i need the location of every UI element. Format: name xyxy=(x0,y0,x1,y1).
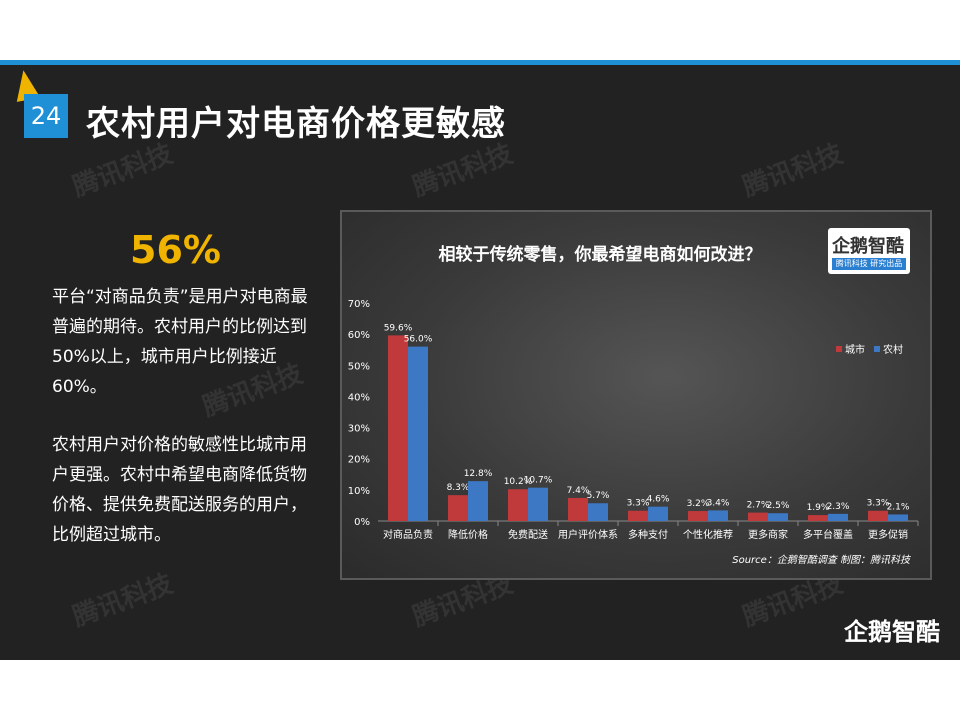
page-number: 24 xyxy=(24,94,68,138)
data-label: 12.8% xyxy=(464,469,493,479)
x-tick-label: 对商品负责 xyxy=(383,528,433,541)
logo-main-text: 企鹅智酷 xyxy=(832,236,904,257)
y-tick-label: 40% xyxy=(348,392,370,403)
bar-city xyxy=(748,512,768,521)
y-tick-label: 20% xyxy=(348,455,370,466)
bar-city xyxy=(388,335,408,521)
y-tick-label: 0% xyxy=(354,517,370,528)
bar-rural xyxy=(408,346,428,521)
bar-rural xyxy=(528,487,548,521)
data-label: 10.7% xyxy=(524,476,553,486)
bar-city xyxy=(568,497,588,521)
data-label: 3.4% xyxy=(707,498,730,508)
x-tick-label: 免费配送 xyxy=(508,528,548,541)
survey-logo: 企鹅智酷 腾讯科技 研究出品 xyxy=(828,228,910,274)
data-label: 5.7% xyxy=(587,491,610,501)
data-label: 2.7% xyxy=(747,501,770,511)
bar-city xyxy=(868,510,888,521)
y-tick-label: 10% xyxy=(348,486,370,497)
bar-rural xyxy=(828,513,848,521)
data-label: 3.3% xyxy=(627,499,650,509)
data-label: 59.6% xyxy=(384,323,413,333)
x-tick-label: 更多商家 xyxy=(748,528,788,541)
data-label: 7.4% xyxy=(567,486,590,496)
x-tick-label: 多种支付 xyxy=(628,528,668,541)
y-tick-label: 60% xyxy=(348,330,370,341)
data-label: 3.3% xyxy=(867,499,890,509)
data-label: 1.9% xyxy=(807,503,830,513)
highlight-percentage: 56% xyxy=(130,228,221,272)
data-label: 8.3% xyxy=(447,483,470,493)
summary-paragraph-1: 平台“对商品负责”是用户对电商最普遍的期待。农村用户的比例达到50%以上，城市用… xyxy=(52,287,308,397)
x-tick-label: 更多促销 xyxy=(868,528,908,541)
chart-source: Source：企鹅智酷调查 制图：腾讯科技 xyxy=(732,554,912,566)
x-tick-label: 个性化推荐 xyxy=(683,528,733,541)
bar-city xyxy=(628,510,648,521)
legend-swatch xyxy=(836,346,842,352)
data-label: 2.5% xyxy=(767,501,790,511)
bar-rural xyxy=(588,503,608,521)
x-tick-label: 多平台覆盖 xyxy=(803,528,853,541)
legend-swatch xyxy=(874,346,880,352)
bar-rural xyxy=(468,481,488,521)
data-label: 10.2% xyxy=(504,477,533,487)
data-label: 2.3% xyxy=(827,502,850,512)
logo-strip-text: 腾讯科技 研究出品 xyxy=(832,258,906,270)
top-accent-line xyxy=(0,60,960,65)
bar-city xyxy=(448,495,468,521)
bar-rural xyxy=(648,506,668,521)
bar-rural xyxy=(708,510,728,521)
y-tick-label: 30% xyxy=(348,424,370,435)
data-label: 3.2% xyxy=(687,499,710,509)
x-tick-label: 用户评价体系 xyxy=(558,528,618,541)
summary-paragraph-2: 农村用户对价格的敏感性比城市用户更强。农村中希望电商降低货物价格、提供免费配送服… xyxy=(52,435,307,545)
legend-label: 农村 xyxy=(883,343,903,356)
bar-city xyxy=(508,489,528,521)
data-label: 2.1% xyxy=(887,502,910,512)
page-title: 农村用户对电商价格更敏感 xyxy=(86,104,506,144)
legend-label: 城市 xyxy=(845,343,865,356)
data-label: 56.0% xyxy=(404,335,433,345)
data-label: 4.6% xyxy=(647,495,670,505)
bar-city xyxy=(808,515,828,521)
chart-title: 相较于传统零售，你最希望电商如何改进？ xyxy=(439,244,762,265)
brand-logo: 企鹅智酷 xyxy=(844,618,940,646)
bar-rural xyxy=(888,514,908,521)
y-tick-label: 50% xyxy=(348,361,370,372)
x-tick-label: 降低价格 xyxy=(448,528,488,541)
bar-city xyxy=(688,511,708,521)
y-tick-label: 70% xyxy=(348,299,370,310)
bar-rural xyxy=(768,513,788,521)
